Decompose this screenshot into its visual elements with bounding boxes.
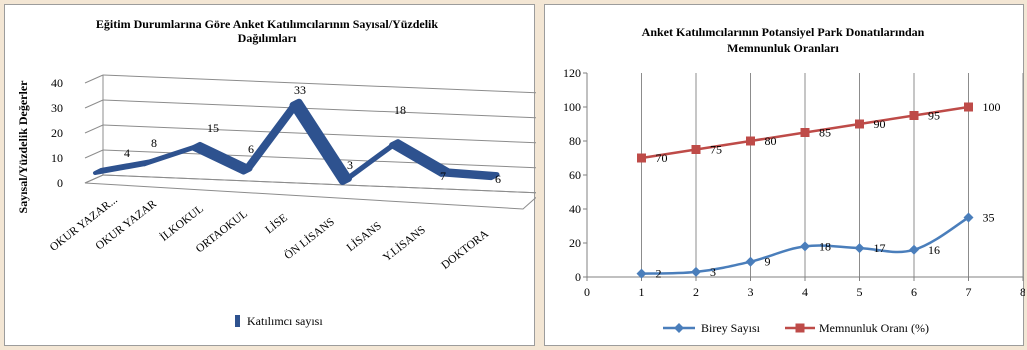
data-label: 6 — [495, 172, 501, 186]
gridline — [102, 99, 536, 119]
legend-label: Katılımcı sayısı — [247, 314, 323, 328]
category-label: LİSANS — [343, 218, 383, 254]
x-tick-label: 5 — [857, 285, 863, 299]
data-point — [855, 119, 864, 129]
ribbon-segment — [439, 168, 500, 181]
chart-title-line: Dağılımları — [238, 31, 297, 45]
y-tick-label: 20 — [51, 126, 63, 140]
gridline-side — [84, 124, 104, 134]
x-tick-label: 8 — [1020, 285, 1025, 299]
category-label: İLKOKUL — [157, 201, 206, 243]
data-point — [636, 268, 647, 279]
data-label: 95 — [928, 109, 940, 123]
y-tick-label: 80 — [569, 134, 581, 148]
data-point — [691, 266, 701, 277]
data-label: 6 — [248, 142, 254, 156]
legend: Birey Sayısı Memnunluk Oranı (%) — [663, 321, 929, 335]
y-tick-label: 30 — [51, 101, 63, 115]
data-point — [800, 128, 810, 137]
data-label: 90 — [874, 117, 886, 131]
data-point — [746, 136, 755, 146]
data-label: 80 — [765, 134, 777, 148]
chart-title-line: Memnunluk Oranları — [727, 41, 839, 55]
chart-satisfaction-rates: Anket Katılımcılarının Potansiyel Park D… — [544, 4, 1025, 346]
data-point — [909, 244, 919, 255]
x-tick-label: 1 — [639, 285, 645, 299]
data-label: 7 — [440, 169, 446, 183]
x-tick-label: 4 — [802, 285, 808, 299]
data-label: 100 — [983, 100, 1001, 114]
data-label: 9 — [765, 255, 771, 269]
data-label: 15 — [207, 121, 219, 135]
gridline — [102, 149, 536, 169]
data-point — [800, 241, 810, 252]
series-memnunluk: 70 75 80 85 90 95 100 — [637, 100, 1001, 165]
chart-title-line: Anket Katılımcılarının Potansiyel Park D… — [642, 25, 925, 39]
legend-marker — [674, 323, 684, 333]
data-point — [637, 153, 646, 163]
chart-education-distribution: Eğitim Durumlarına Göre Anket Katılımcıl… — [4, 4, 536, 346]
y-tick-label: 40 — [51, 76, 63, 90]
data-label: 8 — [151, 136, 157, 150]
chart-satisfaction-svg: Anket Katılımcılarının Potansiyel Park D… — [563, 25, 1025, 335]
data-label: 2 — [656, 267, 662, 281]
legend: Katılımcı sayısı — [235, 314, 323, 328]
x-tick-label: 6 — [911, 285, 917, 299]
data-point — [963, 212, 974, 223]
x-tick-label: 3 — [748, 285, 754, 299]
series-ribbon — [93, 98, 500, 185]
data-label: 4 — [124, 146, 130, 160]
data-label: 18 — [394, 103, 406, 117]
x-tick-label: 0 — [584, 285, 590, 299]
gridline-side — [84, 149, 104, 159]
data-point — [745, 256, 756, 267]
data-label: 3 — [347, 158, 353, 172]
category-label: Y.LİSANS — [380, 222, 428, 264]
y-tick-label: 0 — [575, 270, 581, 284]
category-label: LİSE — [262, 210, 290, 236]
legend-label: Memnunluk Oranı (%) — [819, 321, 929, 335]
data-label: 33 — [294, 83, 306, 97]
y-tick-label: 100 — [563, 100, 581, 114]
gridline-side — [84, 74, 104, 84]
data-label: 75 — [710, 143, 722, 157]
legend-marker — [795, 323, 805, 333]
category-label: DOKTORA — [439, 227, 491, 271]
data-label: 35 — [983, 211, 995, 225]
data-label: 70 — [656, 151, 668, 165]
data-label: 18 — [819, 239, 831, 253]
y-tick-label: 0 — [57, 176, 63, 190]
legend-swatch — [235, 315, 240, 327]
y-tick-label: 20 — [569, 236, 581, 250]
chart-title-line: Eğitim Durumlarına Göre Anket Katılımcıl… — [96, 17, 438, 31]
x-tick-label: 7 — [966, 285, 972, 299]
y-tick-label: 60 — [569, 168, 581, 182]
data-point — [691, 145, 701, 154]
ribbon-segment — [241, 99, 302, 175]
data-point — [964, 102, 973, 112]
x-tick-label: 2 — [693, 285, 699, 299]
data-point — [854, 243, 865, 254]
legend-label: Birey Sayısı — [701, 321, 761, 335]
gridline — [102, 74, 536, 94]
data-label: 3 — [710, 265, 716, 279]
y-tick-label: 40 — [569, 202, 581, 216]
floor — [84, 174, 536, 210]
ribbon-segment — [289, 98, 352, 185]
ribbon-segment — [191, 141, 253, 175]
y-axis-label: Sayısal/Yüzdelik Değerler — [16, 80, 30, 214]
y-tick-label: 120 — [563, 66, 581, 80]
data-label: 16 — [928, 243, 940, 257]
data-point — [909, 111, 919, 120]
data-label: 17 — [874, 241, 886, 255]
data-label: 85 — [819, 126, 831, 140]
series-birey: 2 3 9 18 17 16 35 — [636, 211, 995, 281]
y-tick-label: 10 — [51, 151, 63, 165]
chart-education-svg: Eğitim Durumlarına Göre Anket Katılımcıl… — [16, 17, 536, 328]
gridline-side — [84, 99, 104, 109]
